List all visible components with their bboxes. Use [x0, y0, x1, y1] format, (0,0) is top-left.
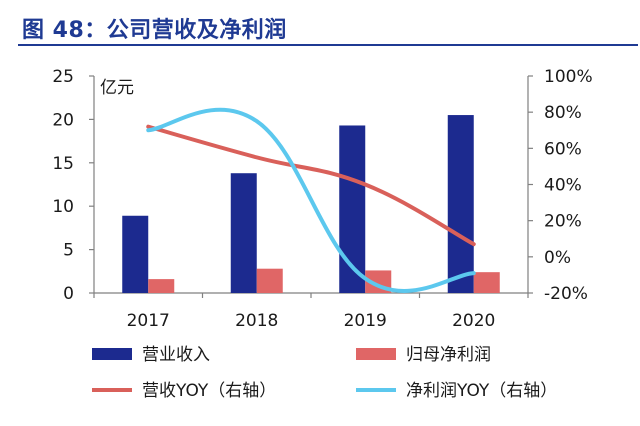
right-tick-label: 0%	[544, 248, 571, 268]
unit-label: 亿元	[100, 78, 134, 98]
x-tick-label: 2017	[127, 311, 170, 331]
left-tick-label: 5	[63, 241, 74, 261]
left-tick-label: 0	[63, 284, 74, 304]
yoy-lines	[146, 107, 476, 293]
x-tick-label: 2019	[344, 311, 387, 331]
right-axis-ticks: 100% 80% 60% 40% 20% 0% -20%	[528, 67, 593, 304]
legend-item-net-profit: 归母净利润	[356, 345, 491, 365]
right-tick-label: 40%	[544, 176, 582, 196]
net-profit-bar	[473, 272, 500, 293]
net-profit-bar	[256, 268, 283, 293]
legend-item-net-profit-yoy: 净利润YOY（右轴）	[356, 381, 557, 401]
net-profit-bar	[148, 279, 175, 293]
legend-label: 营收YOY（右轴）	[142, 381, 276, 401]
revenue-bar	[447, 115, 474, 293]
figure-title: 图 48：公司营收及净利润	[22, 18, 287, 43]
legend-item-revenue-yoy: 营收YOY（右轴）	[92, 381, 276, 401]
right-tick-label: -20%	[544, 284, 588, 304]
legend-swatch	[356, 348, 396, 360]
x-axis-ticks: 2017 2018 2019 2020	[93, 293, 529, 331]
left-tick-label: 25	[52, 67, 74, 87]
title-divider	[18, 44, 638, 46]
net-profit-yoy-line	[146, 107, 476, 293]
legend-item-revenue: 营业收入	[92, 345, 210, 365]
legend-label: 净利润YOY（右轴）	[406, 381, 557, 401]
right-tick-label: 20%	[544, 212, 582, 232]
x-tick-label: 2018	[235, 311, 278, 331]
x-tick-label: 2020	[452, 311, 495, 331]
legend-swatch	[92, 348, 132, 360]
revenue-bar	[230, 173, 257, 293]
revenue-bar	[122, 215, 149, 293]
legend-label: 归母净利润	[406, 345, 491, 365]
left-tick-label: 10	[52, 197, 74, 217]
legend-label: 营业收入	[142, 345, 210, 365]
revenue-yoy-line	[146, 124, 476, 247]
right-tick-label: 60%	[544, 139, 582, 159]
right-tick-label: 80%	[544, 103, 582, 123]
bars	[122, 115, 500, 293]
left-axis-ticks: 25 20 15 10 5 0	[52, 67, 94, 304]
left-tick-label: 20	[52, 110, 74, 130]
left-tick-label: 15	[52, 154, 74, 174]
right-tick-label: 100%	[544, 67, 593, 87]
